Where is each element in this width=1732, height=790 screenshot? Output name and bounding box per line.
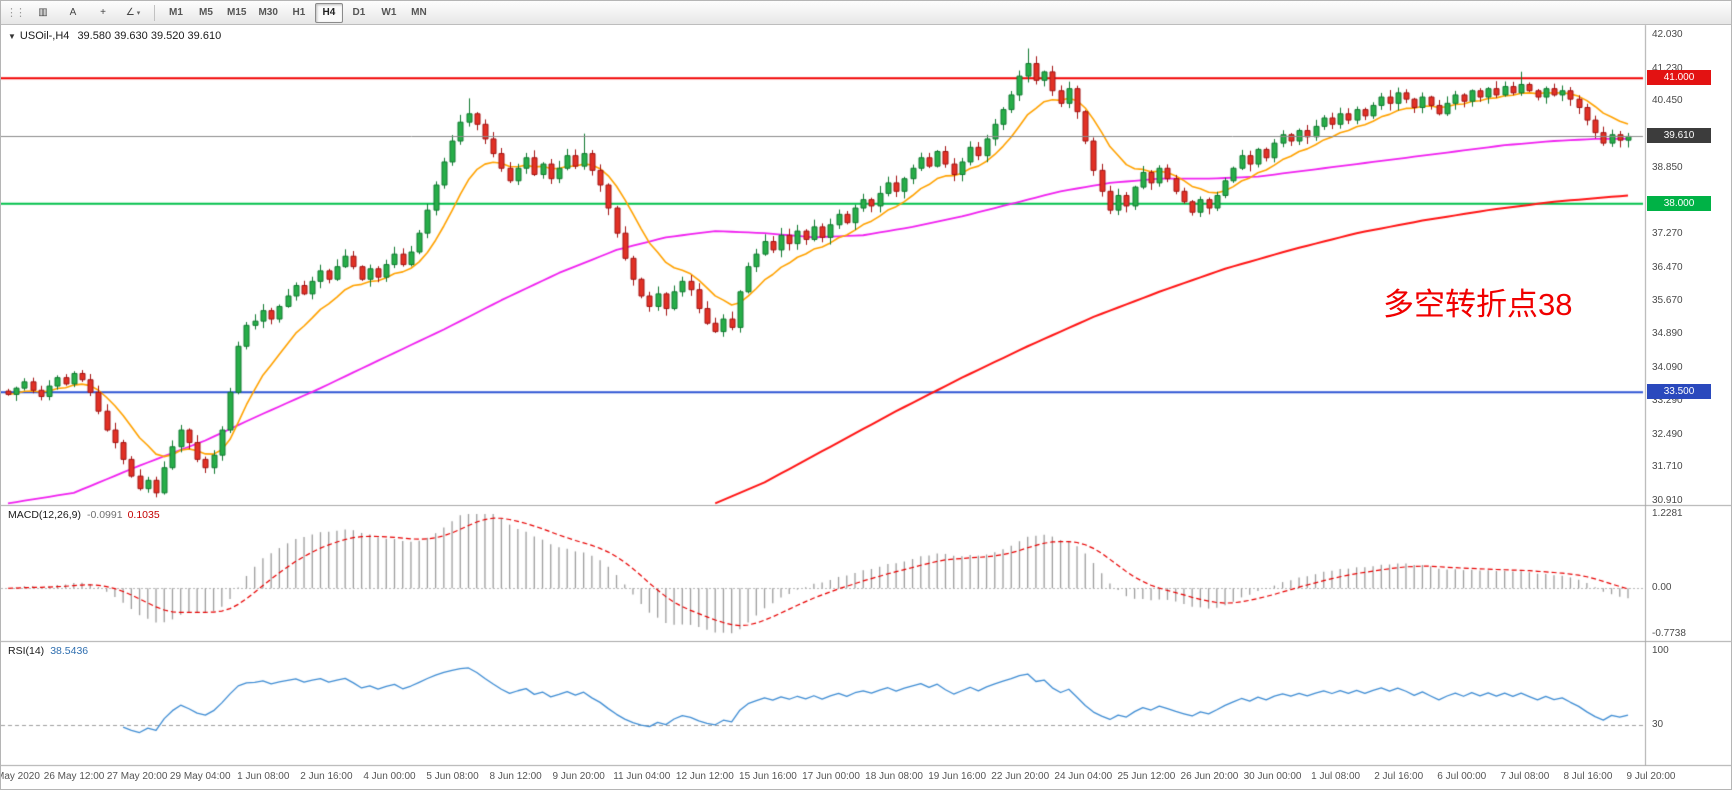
time-axis-label: 18 Jun 08:00 [865, 771, 923, 782]
time-axis-label: 24 Jun 04:00 [1054, 771, 1113, 782]
time-axis-label: 5 Jun 08:00 [426, 771, 479, 782]
price-axis-label: 31.710 [1652, 461, 1683, 473]
macd-scale-min: -0.7738 [1652, 628, 1686, 639]
text-annotation-icon-button[interactable]: A [59, 3, 87, 23]
chevron-down-icon: ▾ [136, 9, 141, 17]
time-axis-label: 8 Jun 12:00 [489, 771, 542, 782]
price-badge: 39.610 [1647, 128, 1711, 144]
toolbar-separator [154, 4, 155, 21]
price-badge: 38.000 [1647, 195, 1711, 211]
time-axis-label: 2 Jun 16:00 [300, 771, 353, 782]
collapse-arrow-icon[interactable]: ▼ [8, 32, 16, 41]
time-axis-label: 1 Jul 08:00 [1311, 771, 1361, 782]
timeframe-button-m5[interactable]: M5 [199, 7, 213, 18]
price-axis-label: 36.470 [1652, 261, 1683, 273]
rsi-scale-max: 100 [1652, 645, 1669, 656]
chart-text-annotation[interactable]: 多空转折点38 [1383, 287, 1573, 322]
rsi-name: RSI(14) [8, 645, 45, 657]
price-axis-label: 32.490 [1652, 428, 1683, 440]
time-axis-label: 25 May 2020 [1, 771, 40, 782]
ohlc-values: 39.580 39.630 39.520 39.610 [77, 30, 222, 42]
time-axis-label: 19 Jun 16:00 [928, 771, 987, 782]
time-axis-label: 6 Jul 00:00 [1437, 771, 1487, 782]
time-axis-label: 11 Jun 04:00 [613, 771, 671, 782]
toolbar: ⋮⋮ ▥ A + ∠ ▾ M1 M5 M15 M30 H1 H4 D1 W1 MN [1, 1, 1731, 25]
macd-main-value: -0.0991 [86, 509, 123, 521]
time-axis-label: 15 Jun 16:00 [739, 771, 797, 782]
macd-signal-value: 0.1035 [127, 509, 160, 521]
timeframe-button-m15[interactable]: M15 [227, 7, 247, 18]
price-scale[interactable]: 42.030 41.230 40.450 38.850 37.270 36.470 35.6… [1647, 25, 1731, 765]
price-axis-label: 34.090 [1652, 361, 1683, 373]
timeframe-button-m30[interactable]: M30 [258, 7, 278, 18]
symbol-period-label: USOil-,H4 [19, 30, 70, 42]
line-studies-icon-button[interactable]: ∠ ▾ [119, 3, 147, 23]
time-axis-label: 8 Jul 16:00 [1563, 771, 1613, 782]
price-badge: 33.500 [1647, 384, 1711, 400]
line-studies-icon: ∠ [125, 7, 135, 18]
price-axis-label: 41.230 [1652, 62, 1683, 74]
price-axis-label: 38.850 [1652, 162, 1683, 174]
price-axis-label: 35.670 [1652, 295, 1683, 307]
time-axis-label: 9 Jun 20:00 [552, 771, 605, 782]
timeframe-button-d1[interactable]: D1 [352, 7, 366, 18]
text-annotation-icon: A [69, 7, 77, 18]
toolbar-grip[interactable]: ⋮⋮ [6, 7, 26, 19]
candlestick-chart-icon-button[interactable]: ▥ [29, 3, 57, 23]
timeframe-button-h4[interactable]: H4 [314, 2, 343, 23]
price-axis-label: 42.030 [1652, 29, 1683, 41]
macd-name: MACD(12,26,9) [8, 509, 81, 521]
crosshair-icon-button[interactable]: + [89, 3, 117, 23]
timeframe-button-h1[interactable]: H1 [292, 7, 306, 18]
price-axis-label: 30.910 [1652, 494, 1683, 506]
price-badge: 41.000 [1647, 70, 1711, 86]
price-axis-label: 40.450 [1652, 95, 1683, 107]
crosshair-icon: + [100, 7, 106, 18]
macd-indicator-label: MACD(12,26,9) -0.0991 0.1035 [8, 509, 160, 521]
time-axis-label: 27 May 20:00 [106, 771, 168, 782]
macd-scale-max: 1.2281 [1652, 508, 1683, 519]
price-axis-label: 34.890 [1652, 328, 1683, 340]
rsi-level-label: 30 [1652, 719, 1664, 731]
time-axis-label: 30 Jun 00:00 [1243, 771, 1302, 782]
macd-scale-zero: 0.00 [1652, 582, 1672, 594]
time-axis-label: 17 Jun 00:00 [802, 771, 860, 782]
timeframe-button-mn[interactable]: MN [411, 7, 427, 18]
time-axis-label: 7 Jul 08:00 [1500, 771, 1550, 782]
ohlc-readout: ▼ USOil-,H4 39.580 39.630 39.520 39.610 [8, 30, 221, 42]
time-axis-label: 1 Jun 08:00 [237, 771, 290, 782]
candlestick-chart-icon: ▥ [38, 7, 48, 18]
timeframe-button-w1[interactable]: W1 [381, 7, 397, 18]
time-axis-label: 22 Jun 20:00 [991, 771, 1050, 782]
rsi-indicator-label: RSI(14) 38.5436 [8, 645, 88, 657]
price-axis-label: 37.270 [1652, 228, 1683, 240]
time-axis-label: 2 Jul 16:00 [1374, 771, 1424, 782]
time-axis-label: 12 Jun 12:00 [675, 771, 734, 782]
time-axis-label: 26 Jun 20:00 [1180, 771, 1239, 782]
time-axis-label: 25 Jun 12:00 [1117, 771, 1176, 782]
time-axis-label: 9 Jul 20:00 [1626, 771, 1676, 782]
time-axis-label: 26 May 12:00 [43, 771, 105, 782]
price-axis-label: 33.290 [1652, 395, 1683, 407]
time-axis-label: 29 May 04:00 [169, 771, 231, 782]
time-axis-label: 4 Jun 00:00 [363, 771, 416, 782]
rsi-value: 38.5436 [50, 645, 89, 657]
timeframe-button-m1[interactable]: M1 [169, 7, 183, 18]
